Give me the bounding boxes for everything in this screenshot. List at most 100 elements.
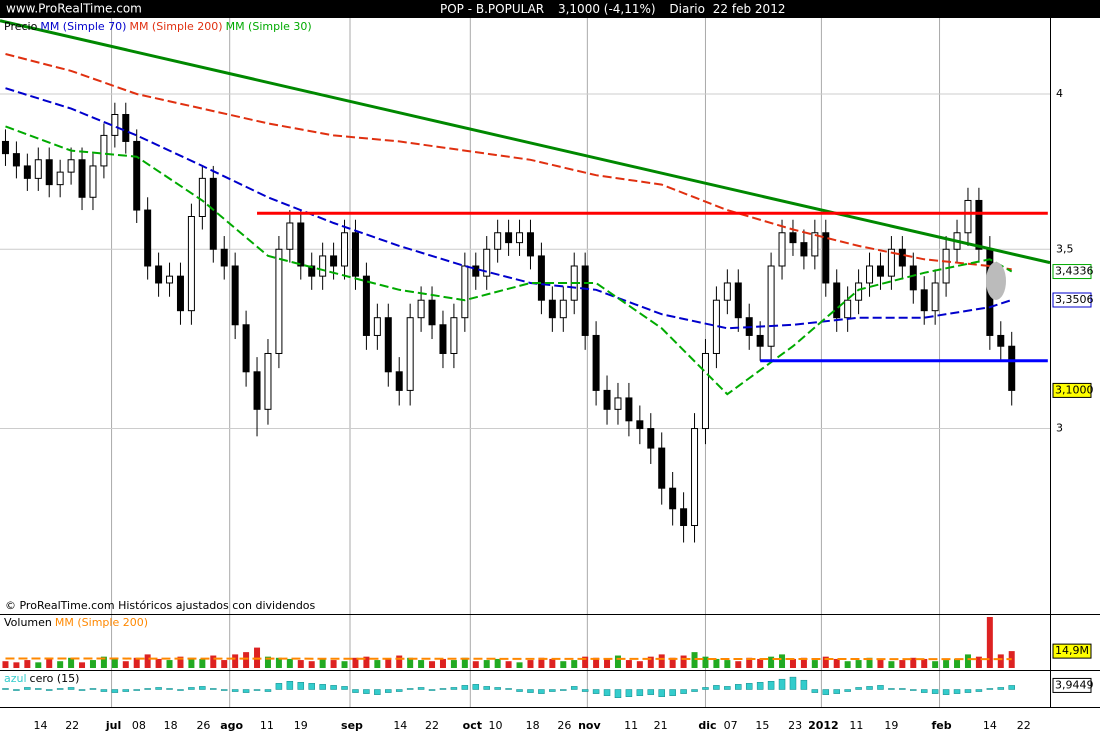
instrument: POP - B.POPULAR [440, 2, 544, 16]
period: Diario [669, 2, 705, 16]
candle-body [855, 282, 863, 301]
bar [669, 689, 676, 696]
x-tick-label: 15 [755, 719, 769, 732]
candle-body [373, 317, 381, 336]
bar [724, 686, 731, 690]
bar [35, 662, 42, 668]
candle-body [734, 282, 742, 319]
candle-body [308, 265, 316, 277]
bar [822, 656, 829, 668]
x-month-label: sep [341, 719, 363, 732]
candle-body [297, 222, 305, 267]
bar [144, 688, 151, 690]
bar [789, 676, 797, 690]
bar [275, 657, 282, 668]
bar [1008, 685, 1015, 690]
bar [297, 660, 304, 668]
candle-body [1008, 345, 1016, 391]
bar [13, 662, 20, 668]
bar [647, 689, 655, 695]
bar [866, 686, 873, 690]
bar [833, 658, 840, 668]
bar [789, 658, 796, 668]
last-value-label: 14,9M [1055, 644, 1089, 657]
x-tick-label: 11 [624, 719, 638, 732]
candle-body [264, 352, 272, 410]
last-value-label: 3,9449 [1055, 678, 1094, 691]
note: © ProRealTime.com Históricos ajustados c… [5, 599, 316, 612]
bar [997, 654, 1004, 668]
bar [439, 688, 447, 690]
legend-entry: Precio [4, 20, 38, 33]
bar [78, 689, 86, 691]
candle-body [942, 248, 950, 284]
x-month-label: dic [698, 719, 716, 732]
legend: Volumen MM (Simple 200) [4, 616, 148, 629]
bar [46, 658, 53, 668]
x-tick-label: 18 [164, 719, 178, 732]
candle-body [155, 265, 163, 284]
candle-body [658, 447, 666, 489]
candle-body [220, 248, 228, 267]
bar [374, 689, 381, 695]
bar [953, 689, 961, 694]
site: www.ProRealTime.com [6, 2, 142, 16]
legend-entry: MM (Simple 200) [55, 616, 148, 629]
candle-body [23, 165, 31, 179]
bar [877, 685, 884, 690]
bar [79, 662, 86, 668]
bar [538, 657, 545, 668]
bar [560, 661, 567, 668]
bar [417, 687, 425, 690]
candle-body [384, 317, 392, 373]
bar [450, 660, 457, 668]
candle-body [876, 265, 884, 277]
candle-body [166, 275, 174, 284]
bar [964, 654, 971, 668]
bar [494, 687, 501, 690]
x-tick-label: 26 [557, 719, 571, 732]
candle-body [461, 265, 469, 319]
bar [625, 660, 632, 668]
x-tick-label: 11 [260, 719, 274, 732]
x-month-label: 2012 [808, 719, 839, 732]
date: 22 feb 2012 [713, 2, 786, 16]
bar [855, 660, 862, 668]
bar [122, 661, 129, 668]
candle-body [198, 177, 206, 218]
bar [374, 660, 381, 668]
bar [243, 652, 250, 668]
legend: azul cero (15) [4, 672, 79, 685]
bar [166, 688, 173, 690]
bar [385, 689, 392, 693]
bar [658, 654, 665, 668]
x-tick-label: 19 [884, 719, 898, 732]
bar [625, 689, 633, 697]
bar [614, 655, 621, 668]
bar [100, 656, 107, 668]
bar [691, 652, 698, 668]
bar [680, 689, 687, 694]
bar [844, 661, 851, 668]
y-tick-label: 3 [1056, 422, 1063, 435]
bar [133, 657, 140, 668]
bar [155, 687, 162, 690]
bar [855, 687, 862, 690]
candle-body [319, 255, 327, 277]
bar [67, 687, 75, 690]
y-tick-label: 3,5 [1056, 242, 1074, 255]
candle-body [920, 289, 928, 312]
candle-body [187, 216, 195, 312]
bar [811, 689, 819, 693]
marks [1, 53, 1016, 698]
bar [2, 688, 9, 690]
candle-body [866, 265, 874, 284]
x-tick-label: 14 [33, 719, 47, 732]
candle-body [778, 232, 786, 267]
bar [286, 658, 293, 668]
candle-body [701, 352, 709, 430]
candle-body [111, 113, 119, 136]
bar [669, 657, 676, 668]
candle-body [351, 232, 359, 277]
